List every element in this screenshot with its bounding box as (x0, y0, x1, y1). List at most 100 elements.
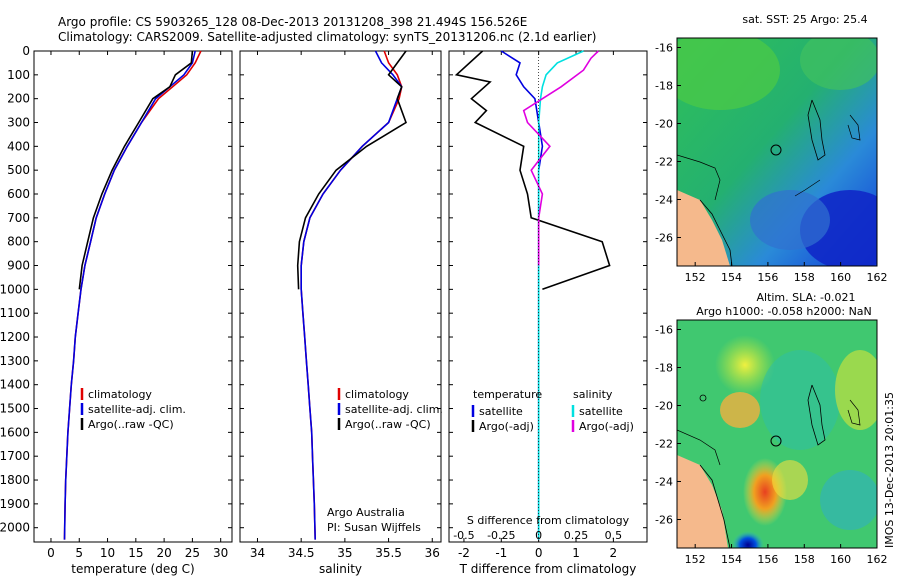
y-tick-label: 400 (7, 139, 30, 153)
y-tick-label: 0 (22, 44, 30, 58)
map-x-tick-label: 152 (685, 271, 706, 284)
y-tick-label: 1500 (0, 402, 30, 416)
x-tick-label: 0 (535, 546, 543, 560)
sst-map-title: sat. SST: 25 Argo: 25.4 (742, 13, 867, 26)
x-tick-label: 34 (250, 546, 265, 560)
map-y-tick-label: -20 (655, 400, 673, 413)
float-marker (770, 435, 782, 447)
map-y-tick-label: -24 (655, 194, 673, 207)
x-tick-label: 20 (156, 546, 171, 560)
y-tick-label: 700 (7, 211, 30, 225)
legend-label: satellite-adj. clim. (88, 403, 186, 416)
legend-label: climatology (345, 388, 409, 401)
map-y-tick-label: -16 (655, 42, 673, 55)
y-tick-label: 500 (7, 163, 30, 177)
y-tick-label: 1000 (0, 282, 30, 296)
map-x-tick-label: 152 (685, 553, 706, 566)
legend-title: temperature (473, 388, 542, 401)
y-tick-label: 2000 (0, 521, 30, 535)
sla-map-title-2: Argo h1000: -0.058 h2000: NaN (696, 305, 872, 318)
y-tick-label: 1400 (0, 378, 30, 392)
top-tick-label: -0.5 (453, 529, 474, 542)
legend-label: Argo(-adj) (579, 420, 634, 433)
series-line-2 (78, 50, 194, 290)
series-line-1 (454, 50, 611, 291)
x-tick-label: 5 (75, 546, 83, 560)
map-x-tick-label: 158 (794, 553, 815, 566)
annotation-text: PI: Susan Wijffels (327, 521, 421, 534)
sla-map-title-1: Altim. SLA: -0.021 (756, 291, 855, 304)
top-tick-label: 0.25 (564, 529, 589, 542)
header-subtitle: Climatology: CARS2009. Satellite-adjuste… (58, 30, 596, 44)
map-y-tick-label: -26 (655, 232, 673, 245)
salinity-panel: 34 34.5 35 35.5 36 salinity climatology satelli… (239, 50, 443, 576)
y-tick-label: 1600 (0, 425, 30, 439)
x-axis-label: temperature (deg C) (71, 562, 194, 576)
y-tick-label: 300 (7, 116, 30, 130)
top-axis-label: S difference from climatology (467, 514, 630, 527)
annotation-text: Argo Australia (327, 506, 405, 519)
x-tick-label: -2 (458, 546, 470, 560)
x-tick-label: 35.5 (375, 546, 402, 560)
map-x-tick-label: 154 (721, 271, 742, 284)
legend-label: Argo(..raw -QC) (345, 418, 431, 431)
x-tick-label: 30 (213, 546, 228, 560)
y-tick-label: 1200 (0, 330, 30, 344)
y-tick-label: 100 (7, 68, 30, 82)
map-y-tick-label: -24 (655, 476, 673, 489)
series-line-3 (522, 50, 599, 266)
map-y-tick-label: -16 (655, 324, 673, 337)
x-axis-label: salinity (319, 562, 362, 576)
map-y-tick-label: -22 (655, 156, 673, 169)
map-x-tick-label: 156 (757, 271, 778, 284)
map-x-tick-label: 162 (867, 553, 888, 566)
y-tick-label: 1900 (0, 497, 30, 511)
y-tick-label: 1700 (0, 449, 30, 463)
sla-map-panel: Altim. SLA: -0.021 Argo h1000: -0.058 h2… (655, 291, 887, 566)
y-tick-label: 200 (7, 92, 30, 106)
map-x-tick-label: 158 (794, 271, 815, 284)
y-tick-label: 1300 (0, 354, 30, 368)
map-y-tick-label: -26 (655, 514, 673, 527)
map-x-tick-label: 160 (830, 271, 851, 284)
top-tick-label: 0.5 (605, 529, 623, 542)
series-line-0 (63, 50, 202, 540)
series-line-0 (500, 50, 544, 540)
legend-title: salinity (573, 388, 613, 401)
sst-map-panel: sat. SST: 25 Argo: 25.4 152 154 156 158 160 1… (655, 13, 888, 284)
map-x-tick-label: 162 (867, 271, 888, 284)
map-y-tick-label: -18 (655, 362, 673, 375)
map-y-tick-label: -18 (655, 80, 673, 93)
legend-label: satellite (579, 405, 623, 418)
y-tick-label: 1800 (0, 473, 30, 487)
top-tick-label: 0 (535, 529, 542, 542)
x-tick-label: -1 (495, 546, 507, 560)
top-tick-label: -0.25 (487, 529, 515, 542)
x-axis-label: T difference from climatology (459, 562, 637, 576)
map-y-tick-label: -22 (655, 438, 673, 451)
x-tick-label: 15 (128, 546, 143, 560)
x-tick-label: 1 (572, 546, 580, 560)
map-x-tick-label: 160 (830, 553, 851, 566)
series-line-1 (63, 50, 196, 540)
series-line-2 (537, 50, 584, 540)
plot-frame (239, 50, 442, 543)
land-mask (677, 190, 730, 266)
x-tick-label: 2 (610, 546, 618, 560)
x-tick-label: 0 (47, 546, 55, 560)
y-tick-label: 800 (7, 235, 30, 249)
x-tick-label: 34.5 (288, 546, 315, 560)
map-x-tick-label: 154 (721, 553, 742, 566)
series-line-1 (300, 50, 403, 540)
legend-label: satellite (479, 405, 523, 418)
map-y-tick-label: -20 (655, 118, 673, 131)
legend-label: Argo(-adj) (479, 420, 534, 433)
side-timestamp: IMOS 13-Dec-2013 20:01:35 (883, 392, 896, 548)
x-tick-label: 36 (425, 546, 440, 560)
legend-label: climatology (88, 388, 152, 401)
float-marker (770, 144, 782, 156)
y-tick-label: 1100 (0, 306, 30, 320)
header-title: Argo profile: CS 5903265_128 08-Dec-2013… (58, 15, 527, 29)
y-tick-label: 600 (7, 187, 30, 201)
